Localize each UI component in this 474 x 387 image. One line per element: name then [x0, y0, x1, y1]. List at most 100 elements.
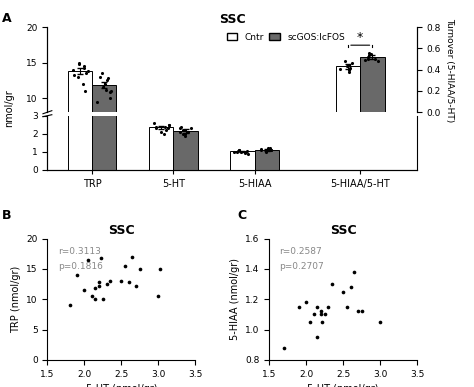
Point: [75, 60, 82, 66]
Point: [84, 257, 92, 263]
Point: [136, 266, 144, 272]
Point: [257, 147, 264, 153]
Point: [337, 65, 344, 72]
Point: [164, 125, 171, 132]
Point: [177, 125, 184, 132]
Point: [156, 266, 164, 272]
Y-axis label: Turnover (5-HIAA/5-HT): Turnover (5-HIAA/5-HT): [445, 17, 454, 122]
Point: [108, 88, 115, 94]
Point: [242, 149, 249, 155]
Title: SSC: SSC: [330, 224, 356, 237]
Point: [82, 70, 90, 76]
Point: [70, 72, 78, 79]
Point: [235, 147, 243, 153]
Point: [354, 308, 362, 315]
Point: [328, 281, 336, 287]
Bar: [68, 71, 92, 169]
Title: SSC: SSC: [108, 224, 135, 237]
Point: [95, 283, 103, 289]
Point: [165, 122, 173, 128]
Text: r=0.2587: r=0.2587: [280, 247, 322, 256]
Point: [165, 122, 173, 128]
Bar: [336, 67, 360, 112]
Point: [75, 61, 83, 67]
Y-axis label: TRP (nmol/gr): TRP (nmol/gr): [10, 265, 21, 333]
Point: [73, 272, 81, 278]
Point: [364, 56, 372, 62]
Point: [125, 279, 133, 285]
Point: [84, 68, 91, 74]
Point: [96, 74, 104, 80]
Point: [88, 293, 96, 299]
Point: [266, 147, 273, 153]
Point: [95, 279, 103, 285]
Point: [267, 147, 275, 153]
Point: [177, 123, 185, 130]
Point: [184, 129, 192, 135]
Point: [325, 304, 332, 310]
Point: [306, 319, 314, 325]
Title: SSC: SSC: [219, 13, 246, 26]
Point: [313, 304, 321, 310]
Point: [317, 308, 325, 315]
Point: [81, 287, 88, 293]
Point: [233, 149, 240, 155]
X-axis label: 5-HT (nmol/gr): 5-HT (nmol/gr): [86, 384, 157, 387]
Point: [132, 283, 140, 289]
Point: [266, 145, 274, 151]
Point: [157, 129, 164, 135]
Point: [280, 345, 288, 351]
Point: [107, 278, 114, 284]
Point: [181, 131, 188, 137]
Bar: [360, 57, 384, 112]
Point: [347, 284, 355, 290]
Point: [371, 56, 379, 62]
Point: [365, 51, 373, 58]
Point: [103, 281, 110, 287]
Point: [187, 125, 195, 132]
Point: [81, 88, 88, 94]
Bar: [68, 0, 92, 170]
Point: [263, 147, 270, 153]
Point: [310, 311, 318, 317]
Point: [350, 269, 358, 275]
Bar: [173, 131, 198, 170]
Point: [348, 60, 356, 66]
Point: [106, 95, 113, 101]
Point: [362, 57, 369, 63]
Point: [118, 278, 125, 284]
Point: [266, 146, 273, 152]
Point: [358, 308, 365, 315]
Point: [66, 302, 73, 308]
Point: [341, 58, 349, 64]
Bar: [230, 151, 255, 170]
Point: [317, 311, 325, 317]
Point: [179, 131, 186, 137]
Point: [343, 304, 351, 310]
Point: [231, 149, 238, 155]
Point: [105, 75, 112, 81]
Bar: [149, 152, 173, 169]
Bar: [149, 127, 173, 170]
Point: [302, 299, 310, 305]
Point: [264, 145, 272, 151]
Point: [160, 131, 168, 137]
Text: p=0.1816: p=0.1816: [58, 262, 103, 271]
Bar: [255, 150, 279, 170]
Point: [345, 62, 353, 68]
Point: [244, 148, 251, 154]
Text: C: C: [237, 209, 246, 222]
Point: [81, 65, 88, 71]
Point: [91, 285, 99, 291]
Point: [150, 120, 157, 126]
Point: [376, 319, 384, 325]
Point: [128, 253, 136, 260]
Point: [106, 89, 113, 96]
Point: [237, 149, 245, 155]
Point: [313, 334, 321, 340]
Point: [121, 263, 129, 269]
Point: [346, 67, 353, 73]
Text: p=0.2707: p=0.2707: [280, 262, 324, 271]
Point: [295, 304, 302, 310]
Point: [101, 81, 109, 87]
